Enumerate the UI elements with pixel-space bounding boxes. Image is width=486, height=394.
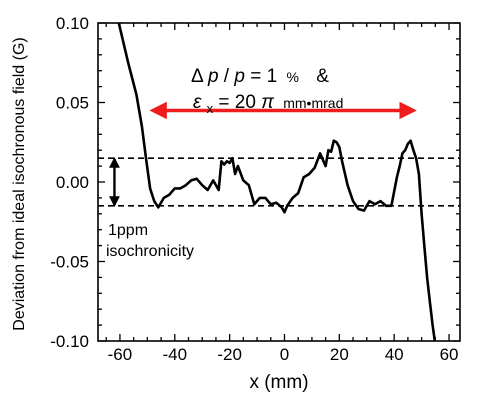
tolerance-label-line1: 1ppm xyxy=(108,222,148,239)
x-tick-label: 40 xyxy=(385,345,404,364)
y-tick-label: -0.05 xyxy=(50,253,89,272)
delta-p-annotation: Δ p / p = 1 % & xyxy=(191,66,329,87)
emittance-subscript: x xyxy=(207,101,214,116)
delta-p-denominator: p xyxy=(233,66,245,87)
y-tick-label: -0.10 xyxy=(50,332,89,351)
y-tick-label: 0.10 xyxy=(56,14,89,33)
emittance-unit: mm•mrad xyxy=(283,95,343,111)
delta-p-equals: = 1 xyxy=(250,66,277,87)
delta-p-numerator: p xyxy=(207,66,219,87)
delta-p-unit: % xyxy=(286,69,298,85)
y-axis-ticks xyxy=(98,22,460,342)
y-tick-labels: 0.10 0.05 0.00 -0.05 -0.10 xyxy=(50,14,89,351)
emittance-equals: = 20 xyxy=(218,92,256,113)
delta-symbol: Δ xyxy=(191,66,204,87)
emittance-annotation: ε x = 20 π mm•mrad xyxy=(193,92,343,118)
x-axis-ticks xyxy=(105,23,450,341)
delta-p-ampersand: & xyxy=(316,66,329,87)
emittance-symbol: ε xyxy=(193,92,202,113)
y-tick-label: 0.05 xyxy=(56,94,89,113)
x-tick-label: 0 xyxy=(280,345,289,364)
x-tick-label: 60 xyxy=(440,345,459,364)
x-tick-label: -60 xyxy=(108,345,133,364)
y-axis-label: Deviation from ideal isochronous field (… xyxy=(11,37,28,330)
emittance-pi: π xyxy=(261,92,275,113)
series-line-0 xyxy=(117,23,437,341)
x-axis-label: x (mm) xyxy=(249,372,308,393)
x-tick-label: -40 xyxy=(162,345,187,364)
delta-p-slash: / xyxy=(224,66,230,87)
x-tick-label: 20 xyxy=(330,345,349,364)
plot-series xyxy=(117,23,437,341)
tolerance-label-line2: isochronicity xyxy=(106,243,194,260)
y-tick-label: 0.00 xyxy=(56,173,89,192)
x-tick-label: -20 xyxy=(217,345,242,364)
arrows xyxy=(109,101,417,208)
x-tick-labels: -60 -40 -20 0 20 40 60 xyxy=(108,345,459,364)
